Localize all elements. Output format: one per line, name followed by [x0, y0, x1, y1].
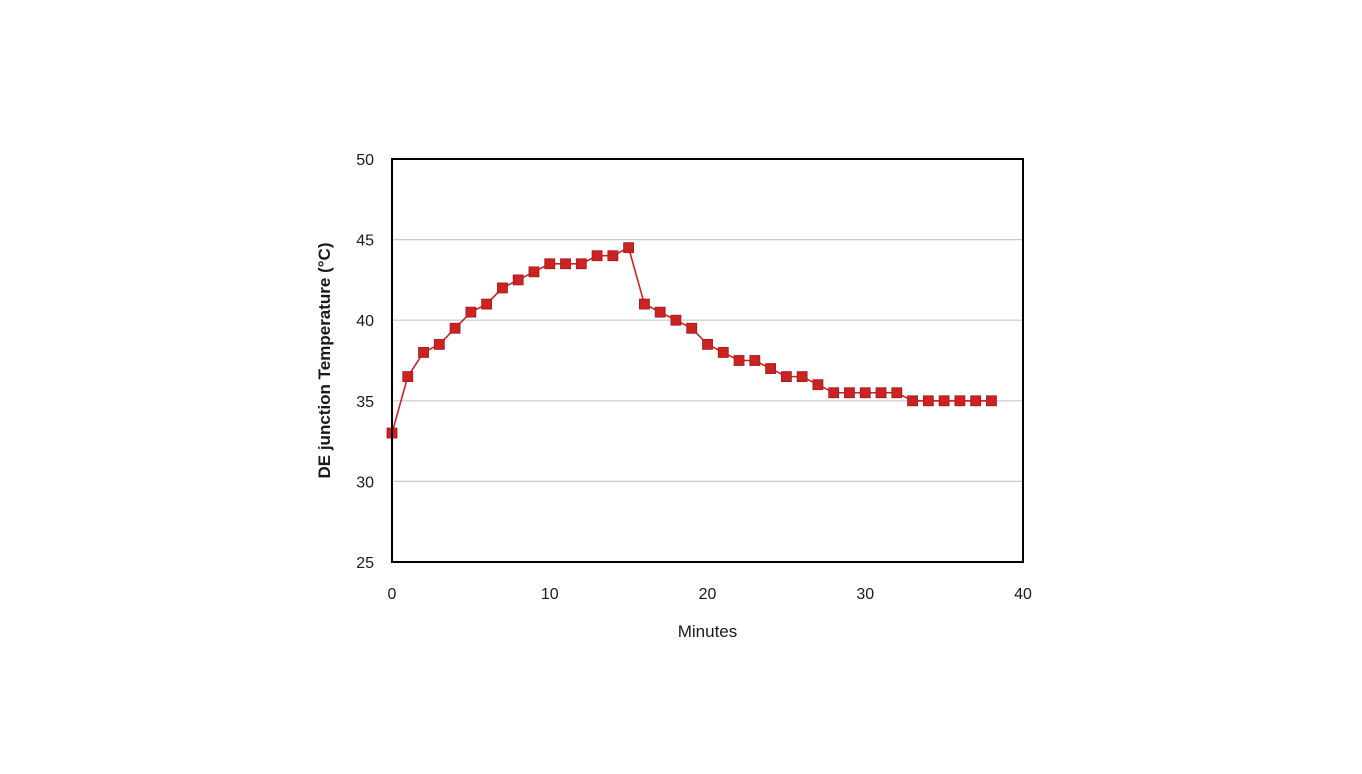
data-point-marker — [907, 395, 918, 407]
data-point-marker — [465, 306, 477, 318]
data-point-marker — [717, 347, 729, 358]
data-point-marker — [954, 395, 966, 407]
data-point-marker — [654, 306, 666, 318]
data-point-marker — [686, 322, 698, 334]
x-tick-label: 10 — [541, 586, 559, 603]
data-point-marker — [844, 387, 855, 399]
y-tick-label: 25 — [356, 555, 374, 572]
data-point-marker — [544, 258, 556, 270]
data-point-marker — [497, 282, 508, 294]
y-axis-tick-labels: 25 30 35 40 45 50 — [356, 152, 374, 572]
data-point-marker — [670, 314, 682, 326]
x-axis-tick-labels: 0 10 20 30 40 — [388, 586, 1032, 603]
data-point-marker — [402, 371, 414, 383]
y-tick-label: 40 — [356, 313, 374, 330]
x-axis-title: Minutes — [678, 622, 738, 641]
data-point-marker — [591, 250, 603, 262]
data-point-marker — [749, 355, 761, 366]
data-point-marker — [796, 371, 808, 383]
gridlines — [392, 239, 1023, 482]
y-tick-label: 35 — [356, 394, 374, 411]
series-line — [391, 246, 992, 434]
data-point-marker — [449, 322, 461, 334]
data-point-marker — [765, 363, 776, 374]
data-point-marker — [418, 347, 429, 358]
x-tick-label: 30 — [856, 586, 874, 603]
y-axis-title: DE junction Temperature (°C) — [315, 243, 334, 479]
data-point-marker — [560, 258, 571, 270]
data-series — [386, 242, 997, 439]
data-point-marker — [623, 242, 635, 254]
data-point-marker — [528, 266, 540, 278]
data-point-marker — [733, 355, 745, 366]
data-point-marker — [512, 274, 524, 286]
data-point-marker — [607, 250, 619, 262]
x-tick-label: 0 — [388, 586, 397, 603]
y-tick-label: 50 — [356, 152, 374, 169]
data-point-marker — [433, 338, 445, 350]
y-tick-label: 45 — [356, 233, 374, 250]
data-point-marker — [828, 387, 840, 399]
data-point-marker — [859, 387, 871, 399]
plot-area-frame — [391, 158, 1024, 563]
data-point-marker — [575, 258, 587, 270]
data-point-marker — [922, 395, 934, 407]
data-point-marker — [970, 395, 982, 407]
data-point-marker — [938, 395, 950, 407]
data-point-marker — [875, 387, 887, 399]
data-point-marker — [481, 298, 493, 310]
x-tick-label: 40 — [1014, 586, 1032, 603]
data-point-marker — [986, 395, 997, 407]
data-point-marker — [639, 298, 650, 310]
x-tick-label: 20 — [699, 586, 717, 603]
data-point-marker — [812, 379, 824, 391]
data-point-marker — [891, 387, 903, 399]
y-tick-label: 30 — [356, 474, 374, 491]
data-point-marker — [702, 338, 713, 350]
data-point-marker — [780, 371, 792, 383]
